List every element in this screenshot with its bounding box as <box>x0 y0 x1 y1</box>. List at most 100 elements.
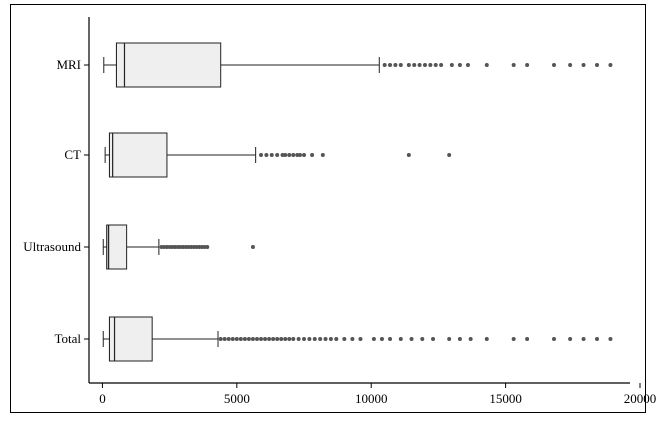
category-label: Ultrasound <box>23 239 81 254</box>
outlier-point <box>350 337 355 341</box>
outlier-point <box>254 337 259 341</box>
outlier-point <box>302 337 307 341</box>
outlier-point <box>581 63 586 67</box>
outlier-point <box>279 337 284 341</box>
outlier-point <box>205 245 210 249</box>
outlier-point <box>275 153 280 157</box>
x-tick-label: 15000 <box>489 391 522 406</box>
outlier-point <box>406 63 411 67</box>
outlier-point <box>431 337 436 341</box>
boxes <box>102 42 613 362</box>
outlier-point <box>271 337 276 341</box>
outlier-point <box>608 63 613 67</box>
outlier-point <box>318 337 323 341</box>
outlier-point <box>307 337 312 341</box>
outlier-point <box>267 337 272 341</box>
outlier-point <box>422 63 427 67</box>
outlier-point <box>393 63 398 67</box>
box-ct <box>104 132 452 178</box>
outlier-point <box>226 337 231 341</box>
outlier-point <box>342 337 347 341</box>
outlier-point <box>417 63 422 67</box>
box-total <box>102 316 613 362</box>
outlier-point <box>484 63 489 67</box>
iqr-box <box>115 42 222 88</box>
category-label: Total <box>54 331 81 346</box>
outlier-point <box>358 337 363 341</box>
outlier-point <box>447 337 452 341</box>
outlier-point <box>297 153 302 157</box>
outlier-point <box>242 337 247 341</box>
outlier-point <box>263 337 268 341</box>
y-axis-categories: MRI CT Ultrasound Total <box>23 57 89 346</box>
outlier-point <box>320 153 325 157</box>
x-tick-label: 10000 <box>355 391 388 406</box>
outlier-point <box>449 63 454 67</box>
outlier-point <box>551 337 556 341</box>
outlier-point <box>511 63 516 67</box>
category-label: CT <box>64 147 81 162</box>
x-axis-ticks: 0 5000 10000 15000 20000 <box>99 383 656 406</box>
outlier-point <box>269 153 274 157</box>
outlier-point <box>594 337 599 341</box>
outlier-point <box>259 337 264 341</box>
outlier-point <box>468 337 473 341</box>
outlier-point <box>328 337 333 341</box>
outlier-point <box>302 153 307 157</box>
outlier-point <box>283 337 288 341</box>
outlier-point <box>230 337 235 341</box>
outlier-point <box>283 153 288 157</box>
outlier-point <box>484 337 489 341</box>
outlier-point <box>222 337 227 341</box>
outlier-point <box>398 63 403 67</box>
axes <box>88 17 630 384</box>
outlier-point <box>568 63 573 67</box>
outlier-point <box>551 63 556 67</box>
outlier-point <box>465 63 470 67</box>
outlier-point <box>250 245 255 249</box>
outlier-point <box>412 63 417 67</box>
x-tick-label: 5000 <box>224 391 250 406</box>
outlier-point <box>525 63 530 67</box>
x-tick-label: 0 <box>99 391 106 406</box>
outlier-point <box>568 337 573 341</box>
outlier-point <box>388 63 393 67</box>
outlier-point <box>457 337 462 341</box>
outlier-point <box>608 337 613 341</box>
outlier-point <box>525 337 530 341</box>
outlier-point <box>420 337 425 341</box>
outlier-point <box>594 63 599 67</box>
outlier-point <box>310 153 315 157</box>
outlier-point <box>409 337 414 341</box>
category-label: MRI <box>56 57 81 72</box>
outlier-point <box>296 337 301 341</box>
outlier-point <box>511 337 516 341</box>
outlier-point <box>334 337 339 341</box>
outlier-point <box>406 153 411 157</box>
box-mri <box>103 42 613 88</box>
outlier-point <box>287 153 292 157</box>
box-ultrasound <box>102 224 255 270</box>
iqr-box <box>106 224 128 270</box>
outlier-point <box>447 153 452 157</box>
x-tick-label: 20000 <box>624 391 657 406</box>
outlier-point <box>439 63 444 67</box>
outlier-point <box>382 63 387 67</box>
outlier-point <box>323 337 328 341</box>
outlier-point <box>238 337 243 341</box>
outlier-point <box>581 337 586 341</box>
outlier-point <box>287 337 292 341</box>
outlier-point <box>250 337 255 341</box>
outlier-point <box>246 337 251 341</box>
outlier-point <box>457 63 462 67</box>
iqr-box <box>108 316 153 362</box>
outlier-point <box>371 337 376 341</box>
outlier-point <box>312 337 317 341</box>
outlier-point <box>234 337 239 341</box>
outlier-point <box>428 63 433 67</box>
outlier-point <box>275 337 280 341</box>
outlier-point <box>264 153 269 157</box>
outlier-point <box>379 337 384 341</box>
outlier-point <box>291 153 296 157</box>
